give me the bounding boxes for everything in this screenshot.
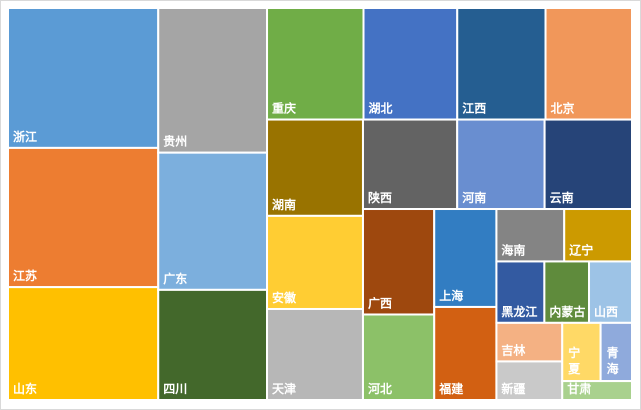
tile [561, 380, 634, 401]
tile-label: 内蒙古 [549, 304, 585, 319]
tile-label: 青海 [607, 345, 619, 376]
tile-label: 甘肃 [567, 381, 591, 396]
tile-label: 吉林 [501, 342, 525, 357]
tile [456, 118, 546, 211]
tile [266, 118, 364, 217]
tile-label: 天津 [272, 381, 296, 396]
tile [543, 260, 591, 324]
tile [157, 288, 269, 401]
tile [495, 321, 564, 363]
tile-label: 河北 [367, 381, 392, 396]
tile-label: 新疆 [501, 381, 525, 396]
tile-label: 广西 [368, 295, 392, 310]
tile [266, 307, 364, 402]
tile [563, 208, 633, 263]
tile-label: 贵州 [163, 134, 187, 149]
tile [7, 286, 160, 402]
tile [157, 7, 269, 154]
tile-label: 山西 [594, 304, 618, 319]
tile-label: 辽宁 [569, 242, 593, 257]
tile-label: 河南 [461, 190, 486, 205]
tile-label: 上海 [439, 288, 463, 303]
tile-label: 重庆 [272, 101, 296, 116]
tile-label: 云南 [550, 190, 574, 205]
tile [495, 260, 546, 324]
tile-label: 湖北 [369, 101, 393, 116]
tile-label: 安徽 [272, 290, 297, 305]
tile [7, 146, 160, 289]
tile-label: 江苏 [13, 268, 37, 283]
tile-label: 海南 [501, 242, 525, 257]
tile-label: 黑龙江 [501, 304, 537, 319]
tile-label: 浙江 [13, 129, 37, 144]
tile [588, 260, 633, 324]
tile-label: 福建 [438, 381, 464, 396]
tile [433, 208, 498, 308]
tile [456, 7, 547, 121]
tile [433, 305, 498, 402]
tile-label: 山东 [13, 381, 37, 396]
tile [7, 7, 160, 149]
tile-label: 湖南 [272, 197, 296, 212]
tile-label: 陕西 [368, 190, 392, 205]
tile [361, 208, 436, 316]
tile-label: 宁夏 [568, 345, 581, 376]
tile-label: 北京 [551, 101, 575, 116]
tile [157, 151, 269, 291]
tile-label: 江西 [462, 101, 486, 116]
tile-label: 广东 [163, 271, 187, 286]
tile-label: 四川 [163, 382, 187, 396]
